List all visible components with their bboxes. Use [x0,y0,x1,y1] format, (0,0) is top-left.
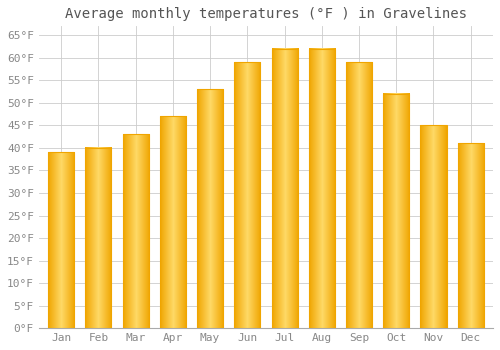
Bar [234,62,260,328]
Bar [272,49,297,328]
Bar [458,144,483,328]
Bar [346,62,372,328]
Title: Average monthly temperatures (°F ) in Gravelines: Average monthly temperatures (°F ) in Gr… [65,7,467,21]
Bar [86,148,112,328]
Bar [160,117,186,328]
Bar [197,89,223,328]
Bar [122,134,148,328]
Bar [420,125,446,328]
Bar [308,49,335,328]
Bar [48,153,74,328]
Bar [383,94,409,328]
